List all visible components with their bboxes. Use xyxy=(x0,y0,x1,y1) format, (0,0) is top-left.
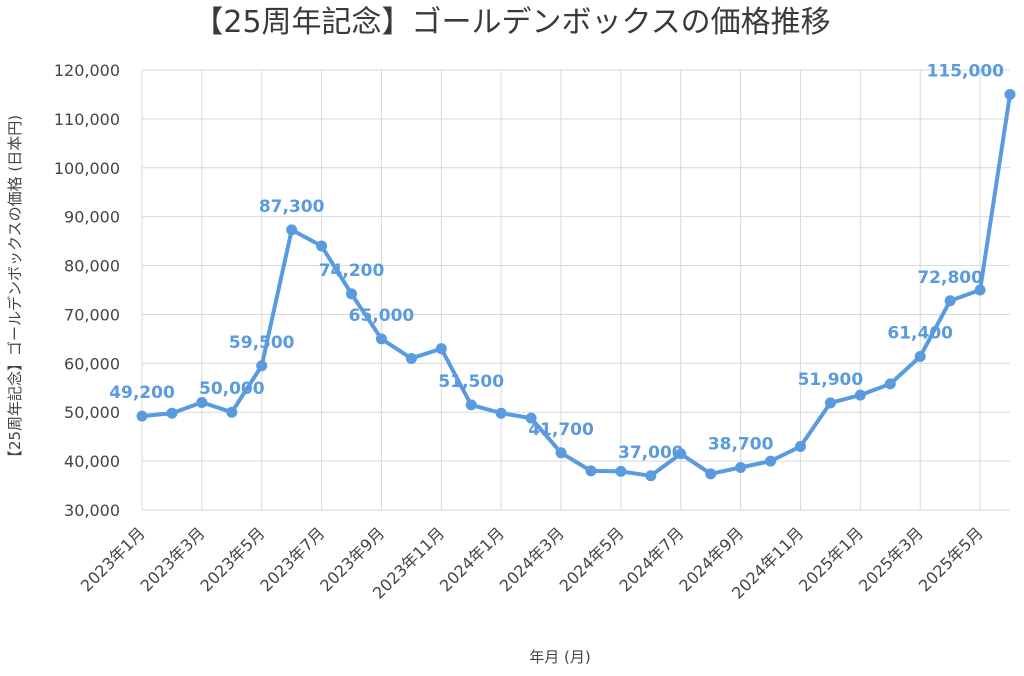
y-tick-label: 100,000 xyxy=(54,159,120,178)
price-point xyxy=(944,295,956,307)
y-tick-label: 30,000 xyxy=(64,501,120,520)
y-tick-label: 50,000 xyxy=(64,403,120,422)
price-point xyxy=(405,352,417,364)
price-point xyxy=(136,410,148,422)
y-tick-label: 70,000 xyxy=(64,305,120,324)
data-label: 72,800 xyxy=(917,268,983,288)
price-point xyxy=(166,407,178,419)
price-point xyxy=(705,468,717,480)
data-label: 115,000 xyxy=(927,61,1005,81)
price-point xyxy=(495,407,507,419)
price-point xyxy=(675,448,687,460)
price-point xyxy=(914,350,926,362)
data-label: 51,900 xyxy=(798,370,864,390)
price-point xyxy=(794,440,806,452)
y-axis-title: 【25周年記念】ゴールデンボックスの価格 (日本円) xyxy=(6,115,24,465)
data-label: 59,500 xyxy=(229,333,295,353)
data-label: 87,300 xyxy=(259,197,325,217)
chart-title: 【25周年記念】ゴールデンボックスの価格推移 xyxy=(193,5,830,40)
data-label: 50,000 xyxy=(199,379,265,399)
data-label: 51,500 xyxy=(438,372,504,392)
price-point xyxy=(824,397,836,409)
price-point xyxy=(1004,88,1016,100)
data-label: 37,000 xyxy=(618,443,684,463)
y-tick-label: 120,000 xyxy=(54,61,120,80)
price-data-labels: 49,200 50,000 59,500 87,300 74,200 65,000 51,5… xyxy=(109,61,1004,462)
price-points xyxy=(136,88,1016,482)
data-label: 38,700 xyxy=(708,434,774,454)
price-point xyxy=(465,399,477,411)
data-label: 74,200 xyxy=(319,261,385,281)
data-label: 41,700 xyxy=(528,420,594,440)
price-point xyxy=(884,378,896,390)
y-tick-label: 40,000 xyxy=(64,452,120,471)
price-point xyxy=(765,455,777,467)
price-point xyxy=(226,406,238,418)
price-point xyxy=(735,461,747,473)
price-point xyxy=(286,224,298,236)
price-point xyxy=(615,465,627,477)
y-tick-label: 110,000 xyxy=(54,110,120,129)
data-label: 49,200 xyxy=(109,383,175,403)
price-point xyxy=(375,333,387,345)
price-point xyxy=(645,470,657,482)
data-label: 61,400 xyxy=(887,323,953,343)
y-axis-tick-labels: 30,000 40,000 50,000 60,000 70,000 80,000 90,0… xyxy=(54,61,120,520)
price-point xyxy=(555,447,567,459)
price-point xyxy=(316,240,328,252)
price-point xyxy=(196,396,208,408)
price-point xyxy=(854,389,866,401)
y-tick-label: 80,000 xyxy=(64,257,120,276)
price-point xyxy=(525,412,537,424)
price-point xyxy=(585,465,597,477)
y-tick-label: 90,000 xyxy=(64,208,120,227)
price-point xyxy=(974,284,986,296)
price-point xyxy=(256,360,268,372)
data-label: 65,000 xyxy=(349,306,415,326)
y-tick-label: 60,000 xyxy=(64,354,120,373)
price-point xyxy=(435,343,447,355)
x-axis-title: 年月 (月) xyxy=(529,648,590,666)
price-point xyxy=(346,288,358,300)
grid-lines xyxy=(141,69,1010,511)
